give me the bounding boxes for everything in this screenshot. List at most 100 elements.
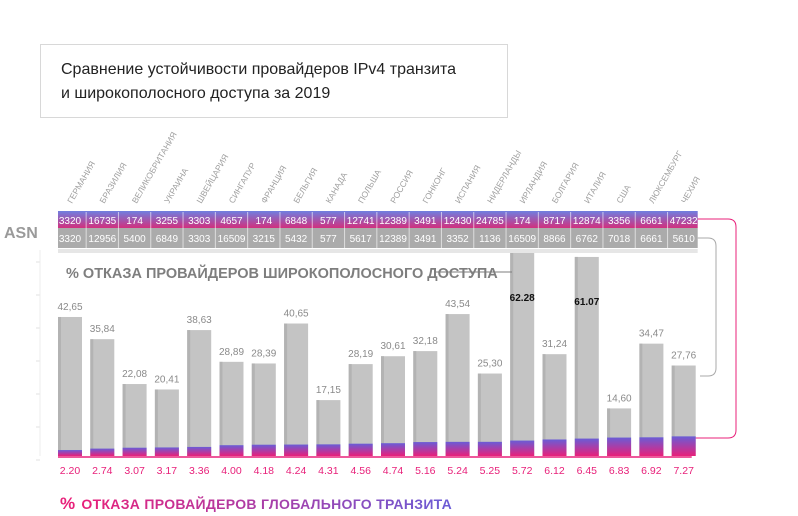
broadband-bar-edge xyxy=(251,363,255,456)
transit-value-label: 4.00 xyxy=(221,465,242,477)
asn-transit-value: 6848 xyxy=(285,216,308,227)
transit-connector xyxy=(691,218,737,439)
broadband-bar xyxy=(445,314,470,456)
country-label: УКРАИНА xyxy=(162,166,190,205)
transit-title-text: ОТКАЗА ПРОВАЙДЕРОВ ГЛОБАЛЬНОГО ТРАНЗИТА xyxy=(81,496,453,512)
transit-bar xyxy=(510,440,535,456)
broadband-value-label: 14,60 xyxy=(607,393,632,404)
asn-transit-value: 12389 xyxy=(379,216,407,227)
broadband-bar xyxy=(58,316,82,456)
broadband-value-label: 28,89 xyxy=(219,347,244,358)
broadband-value-label: 22,08 xyxy=(122,369,147,380)
country-label: БРАЗИЛИЯ xyxy=(97,161,128,205)
broadband-bar-edge xyxy=(122,384,126,456)
broadband-value-label: 27,76 xyxy=(671,351,696,362)
transit-value-label: 2.74 xyxy=(92,465,113,477)
broadband-bar xyxy=(639,343,664,456)
broadband-bar xyxy=(381,356,405,456)
chart-title-line-2: и широкополосного доступа за 2019 xyxy=(61,85,331,102)
broadband-bar-edge xyxy=(510,253,514,456)
asn-transit-row xyxy=(58,211,698,228)
broadband-value-label: 34,47 xyxy=(639,329,664,340)
country-label: США xyxy=(614,183,633,205)
broadband-bar-edge xyxy=(90,339,94,456)
asn-broadband-value: 7018 xyxy=(608,234,631,245)
broadband-bar-edge xyxy=(58,316,61,456)
transit-value-label: 6.12 xyxy=(544,465,565,477)
asn-transit-value: 174 xyxy=(126,216,143,227)
broadband-bar-edge xyxy=(284,323,288,456)
broadband-bar xyxy=(154,389,179,456)
transit-bar xyxy=(477,441,502,456)
broadband-bar xyxy=(574,256,599,456)
transit-value-label: 5.25 xyxy=(480,465,501,477)
broadband-bar xyxy=(122,384,147,456)
transit-bar xyxy=(639,437,664,456)
broadband-bar xyxy=(284,323,309,456)
asn-transit-value: 3491 xyxy=(414,216,437,227)
chart-title-box: Сравнение устойчивости провайдеров IPv4 … xyxy=(40,44,508,118)
transit-value-label: 7.27 xyxy=(673,465,694,477)
asn-broadband-value: 16509 xyxy=(508,234,536,245)
transit-bar xyxy=(348,443,373,456)
transit-value-label: 3.17 xyxy=(157,465,178,477)
asn-transit-value: 3356 xyxy=(608,216,631,227)
broadband-title-bg xyxy=(62,262,432,282)
broadband-value-label: 30,61 xyxy=(380,341,405,352)
transit-bar xyxy=(187,446,212,456)
broadband-bar-edge xyxy=(348,364,352,456)
broadband-value-label: 25,30 xyxy=(477,359,502,370)
broadband-bar-edge xyxy=(187,330,191,456)
broadband-value-label: 43,54 xyxy=(445,299,470,310)
country-label: ЧЕХИЯ xyxy=(679,175,702,205)
asn-transit-value: 8717 xyxy=(543,216,566,227)
transit-bar xyxy=(381,443,405,456)
transit-bar xyxy=(251,444,276,456)
country-label: БОЛГАРИЯ xyxy=(550,161,581,205)
asn-broadband-row xyxy=(58,228,698,248)
broadband-bar-edge xyxy=(574,256,578,456)
country-label: ШВЕЙЦАРИЯ xyxy=(193,152,230,205)
asn-broadband-value: 6762 xyxy=(576,234,599,245)
transit-bar xyxy=(316,444,341,456)
broadband-value-label: 20,41 xyxy=(154,374,179,385)
asn-broadband-value: 5617 xyxy=(350,234,373,245)
asn-transit-value: 24785 xyxy=(476,216,504,227)
country-label: ИРЛАНДИЯ xyxy=(517,160,549,205)
country-label: КАНАДА xyxy=(323,170,349,205)
broadband-value-label: 62.28 xyxy=(510,293,535,304)
asn-broadband-value: 5400 xyxy=(123,234,146,245)
transit-value-label: 3.36 xyxy=(189,465,210,477)
country-label: ЛЮКСЕМБУРГ xyxy=(646,149,684,205)
transit-bar xyxy=(284,444,309,456)
broadband-bar-edge xyxy=(445,314,449,456)
asn-transit-value: 3303 xyxy=(188,216,211,227)
transit-bar xyxy=(542,439,567,456)
transit-bar xyxy=(58,450,82,456)
transit-value-label: 4.74 xyxy=(383,465,404,477)
broadband-value-label: 35,84 xyxy=(90,324,115,335)
broadband-bar xyxy=(542,354,567,456)
asn-broadband-value: 3352 xyxy=(446,234,469,245)
transit-value-label: 5.72 xyxy=(512,465,533,477)
broadband-bar xyxy=(219,361,244,456)
transit-value-label: 5.24 xyxy=(447,465,468,477)
broadband-value-label: 28,39 xyxy=(251,348,276,359)
asn-broadband-value: 3491 xyxy=(414,234,437,245)
broadband-value-label: 40,65 xyxy=(284,309,309,320)
transit-value-label: 6.83 xyxy=(609,465,630,477)
broadband-value-label: 32,18 xyxy=(413,336,438,347)
asn-transit-value: 12741 xyxy=(347,216,375,227)
asn-transit-value: 12430 xyxy=(444,216,472,227)
asn-transit-value: 174 xyxy=(255,216,272,227)
transit-bar xyxy=(445,441,470,456)
asn-broadband-value: 5610 xyxy=(673,234,696,245)
asn-transit-value: 4657 xyxy=(220,216,243,227)
asn-broadband-value: 1136 xyxy=(479,234,501,245)
asn-transit-value: 3320 xyxy=(59,216,82,227)
broadband-bar-edge xyxy=(316,400,320,456)
transit-bar xyxy=(154,447,179,456)
transit-value-label: 4.56 xyxy=(350,465,371,477)
transit-value-label: 6.92 xyxy=(641,465,662,477)
